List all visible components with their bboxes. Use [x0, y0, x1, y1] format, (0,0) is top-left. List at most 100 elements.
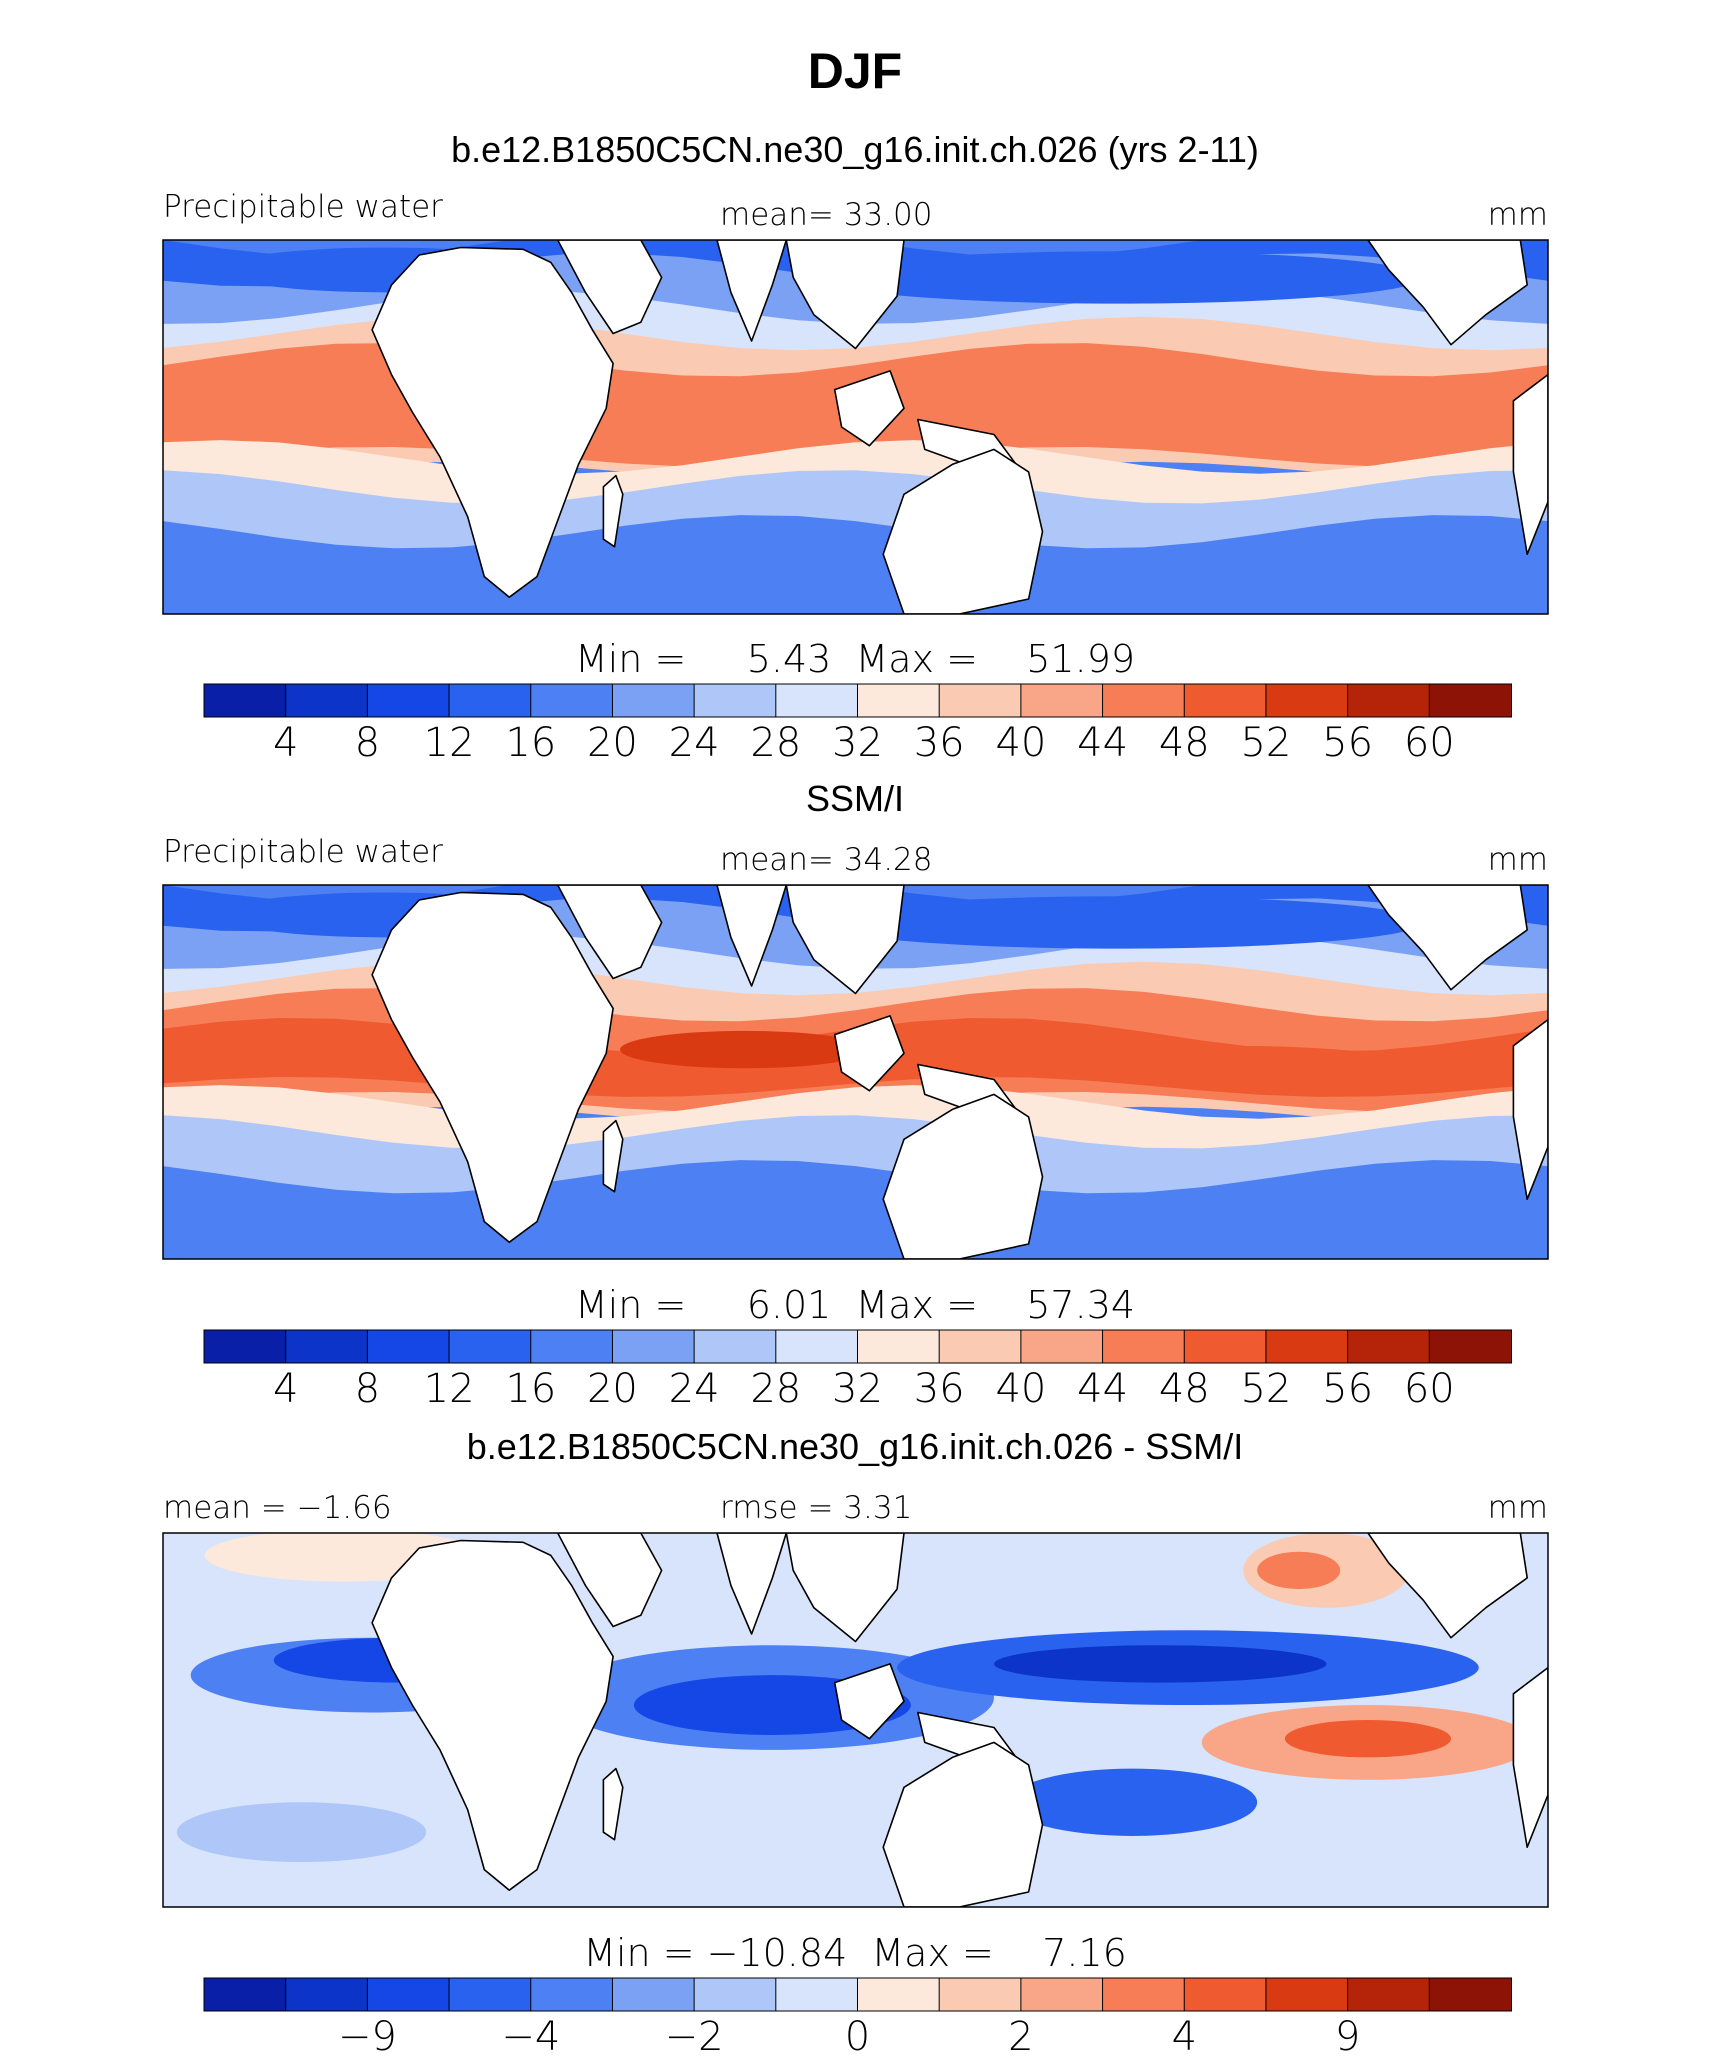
land-namerica: [1367, 240, 1528, 346]
colorbar-tick-label: 56: [1322, 720, 1373, 766]
colorbar-box: [1020, 683, 1104, 718]
colorbar-box: [775, 683, 859, 718]
colorbar-box: [1020, 1329, 1104, 1364]
colorbar-tick-label: 60: [1404, 1366, 1455, 1412]
warm-pool-core: [1049, 400, 1410, 439]
colorbar-tick-label: 16: [505, 720, 556, 766]
colorbar-box: [1265, 1329, 1349, 1364]
land-borneo: [833, 1663, 905, 1740]
variable-label: Precipitable water: [163, 834, 443, 870]
colorbar-tick-label: −4: [501, 2014, 560, 2060]
colorbar-box: [1347, 1977, 1431, 2012]
map-frame: [162, 884, 1549, 1260]
land-namerica: [1367, 1533, 1528, 1639]
north-pacific-dry: [813, 251, 1424, 304]
map-frame: [162, 1532, 1549, 1908]
land-asia: [785, 1533, 905, 1643]
panel-model: b.e12.B1850C5CN.ne30_g16.init.ch.026 (yr…: [162, 129, 1549, 766]
land-australia: [882, 1093, 1044, 1259]
colorbar-tick-label: 52: [1240, 720, 1291, 766]
units-label: mm: [1488, 197, 1548, 233]
colorbar-tick-label: 28: [750, 1366, 801, 1412]
positive-anomaly-se-pacific-core: [1284, 1720, 1452, 1758]
land-borneo: [833, 370, 905, 447]
colorbar-box: [1102, 683, 1186, 718]
colorbar-box: [1347, 683, 1431, 718]
colorbar-box: [857, 1977, 941, 2012]
land-masses: [371, 885, 1548, 1259]
panel-observations: SSM/I Precipitable water mean= 34.28 mm Min …: [162, 778, 1549, 1412]
colorbar-box: [857, 683, 941, 718]
colorbar-box: [1020, 1977, 1104, 2012]
colorbar-box: [775, 1329, 859, 1364]
land-india: [716, 885, 788, 987]
colorbar-tick-label: 9: [1335, 2014, 1360, 2060]
colorbar-tick-label: 2: [1008, 2014, 1033, 2060]
colorbar-box: [857, 1329, 941, 1364]
land-samerica: [1512, 1666, 1548, 1848]
colorbar-tick-label: 32: [832, 720, 883, 766]
land-samerica: [1512, 373, 1548, 556]
colorbar-tick-label: 12: [424, 720, 475, 766]
colorbar-tick-label: 48: [1159, 1366, 1210, 1412]
colorbar-box: [693, 1329, 777, 1364]
colorbar-tick-label: 16: [505, 1366, 556, 1412]
land-asia: [785, 240, 905, 350]
colorbar-box: [285, 683, 369, 718]
colorbar-box: [448, 683, 532, 718]
colorbar-box: [1183, 1977, 1267, 2012]
colorbar-tick-label: 36: [914, 1366, 965, 1412]
colorbar: −9 −4 −2 0 2 4 9: [203, 1977, 1513, 2060]
colorbar-tick-label: −2: [665, 2014, 724, 2060]
colorbar-tick-label: 28: [750, 720, 801, 766]
negative-anomaly-south-atlantic: [176, 1802, 427, 1863]
min-max-label: Min = −10.84 Max = 7.16: [583, 1931, 1127, 1975]
colorbar-box: [938, 1329, 1022, 1364]
indian-ocean-core: [620, 1030, 870, 1069]
mean-label: mean= 33.00: [720, 197, 933, 233]
page-title: DJF: [808, 43, 902, 99]
land-namerica: [1367, 885, 1528, 991]
colorbar-tick-label: 36: [914, 720, 965, 766]
colorbar-tick-label: 8: [355, 720, 380, 766]
units-label: mm: [1488, 1490, 1548, 1526]
panel-difference: b.e12.B1850C5CN.ne30_g16.init.ch.026 - S…: [162, 1426, 1549, 2060]
colorbar-box: [611, 683, 696, 718]
negative-anomaly-south-pacific: [1007, 1768, 1258, 1836]
colorbar-box: [611, 1977, 696, 2012]
colorbar-tick-label: 52: [1240, 1366, 1291, 1412]
land-africa: [371, 891, 614, 1243]
land-masses: [371, 240, 1548, 614]
colorbar-tick-label: 24: [669, 1366, 720, 1412]
colorbar-tick-label: 48: [1159, 720, 1210, 766]
variable-label: Precipitable water: [163, 189, 443, 225]
mean-label: mean= 34.28: [720, 842, 933, 878]
colorbar-box: [775, 1977, 859, 2012]
colorbar-box: [1183, 683, 1267, 718]
colorbar-tick-label: 56: [1322, 1366, 1373, 1412]
variable-label: mean = −1.66: [163, 1490, 392, 1526]
colorbar-box: [530, 1977, 614, 2012]
colorbar: 4 8 12 16 20 24 28 32 36 40 44 48 52 56 60: [203, 683, 1513, 766]
colorbar-box: [1347, 1329, 1431, 1364]
land-madagascar: [602, 1767, 624, 1841]
negative-anomaly-pacific-core: [993, 1645, 1327, 1683]
colorbar-box: [285, 1329, 369, 1364]
colorbar-box: [1428, 1329, 1513, 1364]
units-label: mm: [1488, 842, 1548, 878]
colorbar-box: [938, 683, 1022, 718]
colorbar-box: [203, 1977, 287, 2012]
colorbar-box: [530, 683, 614, 718]
colorbar-box: [448, 1977, 532, 2012]
colorbar-tick-label: 8: [355, 1366, 380, 1412]
land-madagascar: [602, 474, 624, 548]
colorbar-tick-label: 44: [1077, 1366, 1128, 1412]
colorbar-tick-label: 4: [273, 720, 298, 766]
positive-anomaly-north-pacific-core: [1257, 1551, 1341, 1590]
colorbar-tick-label: 12: [424, 1366, 475, 1412]
land-australia: [882, 1741, 1044, 1907]
colorbar-tick-label: 40: [995, 720, 1046, 766]
indian-ocean-core: [620, 385, 870, 424]
colorbar-box: [366, 683, 451, 718]
